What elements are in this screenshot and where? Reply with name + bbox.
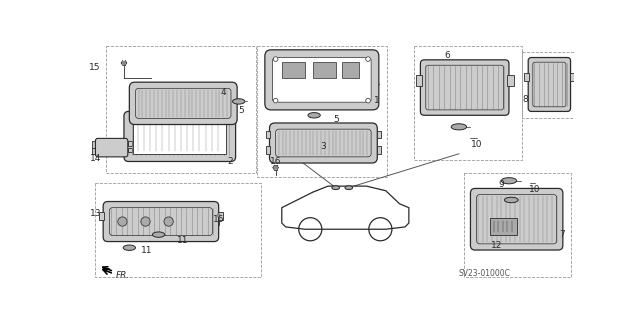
Circle shape xyxy=(275,166,277,169)
Ellipse shape xyxy=(501,178,516,184)
Text: 11: 11 xyxy=(141,246,152,255)
Text: 10: 10 xyxy=(471,140,483,149)
FancyBboxPatch shape xyxy=(273,57,371,102)
Circle shape xyxy=(369,218,392,241)
Circle shape xyxy=(365,57,371,61)
Text: 16: 16 xyxy=(269,157,281,166)
FancyBboxPatch shape xyxy=(528,57,570,111)
Text: 9: 9 xyxy=(498,180,504,189)
Bar xyxy=(508,75,513,86)
Circle shape xyxy=(123,62,125,64)
Ellipse shape xyxy=(504,197,518,203)
Text: 5: 5 xyxy=(333,115,339,123)
Text: 1: 1 xyxy=(374,96,380,105)
Text: 10: 10 xyxy=(529,185,540,194)
Text: 14: 14 xyxy=(90,154,102,163)
Text: 11: 11 xyxy=(177,236,189,245)
Text: 7: 7 xyxy=(559,230,564,239)
FancyBboxPatch shape xyxy=(265,50,379,110)
Bar xyxy=(128,141,132,146)
Polygon shape xyxy=(282,186,409,229)
Ellipse shape xyxy=(308,113,320,118)
Ellipse shape xyxy=(232,99,245,104)
FancyBboxPatch shape xyxy=(269,123,378,163)
FancyBboxPatch shape xyxy=(124,111,236,161)
Bar xyxy=(416,75,422,86)
Ellipse shape xyxy=(123,245,136,250)
Bar xyxy=(92,141,97,148)
FancyBboxPatch shape xyxy=(95,138,128,157)
Bar xyxy=(376,146,381,154)
Circle shape xyxy=(273,98,278,103)
Bar xyxy=(414,46,522,160)
Bar xyxy=(342,62,359,78)
FancyBboxPatch shape xyxy=(470,189,563,250)
Text: SV23-01000C: SV23-01000C xyxy=(459,269,511,278)
Circle shape xyxy=(164,217,173,226)
Bar xyxy=(376,131,381,138)
Bar xyxy=(133,119,227,154)
Text: 6: 6 xyxy=(444,51,450,60)
Bar xyxy=(524,73,529,81)
Circle shape xyxy=(217,214,220,217)
Bar xyxy=(218,212,223,220)
Text: 8: 8 xyxy=(523,95,529,104)
Bar xyxy=(282,62,305,78)
Text: 3: 3 xyxy=(320,142,326,151)
Circle shape xyxy=(141,217,150,226)
Circle shape xyxy=(365,98,371,103)
Text: 5: 5 xyxy=(239,106,244,115)
Bar xyxy=(490,218,516,235)
FancyBboxPatch shape xyxy=(420,60,509,115)
Circle shape xyxy=(299,218,322,241)
Ellipse shape xyxy=(152,232,164,237)
Bar xyxy=(257,46,387,177)
FancyBboxPatch shape xyxy=(103,202,219,241)
Bar xyxy=(266,131,270,138)
Bar xyxy=(92,148,97,154)
Text: 13: 13 xyxy=(90,209,102,218)
Circle shape xyxy=(273,57,278,61)
Bar xyxy=(106,46,257,173)
Text: 15: 15 xyxy=(90,63,101,72)
Ellipse shape xyxy=(332,186,340,189)
Ellipse shape xyxy=(345,186,353,189)
Text: 12: 12 xyxy=(492,241,502,250)
Text: 16: 16 xyxy=(212,215,224,224)
Bar xyxy=(99,212,104,220)
Bar xyxy=(266,146,270,154)
FancyBboxPatch shape xyxy=(129,82,237,124)
Bar xyxy=(570,73,575,81)
Bar xyxy=(312,62,336,78)
Bar xyxy=(522,52,575,118)
FancyArrowPatch shape xyxy=(103,267,111,271)
Bar xyxy=(464,173,570,277)
Text: FR.: FR. xyxy=(115,271,130,280)
Circle shape xyxy=(118,217,127,226)
Text: 2: 2 xyxy=(227,157,233,166)
Ellipse shape xyxy=(451,124,467,130)
Bar xyxy=(95,183,261,277)
Text: 4: 4 xyxy=(220,87,226,97)
Bar xyxy=(128,148,132,152)
